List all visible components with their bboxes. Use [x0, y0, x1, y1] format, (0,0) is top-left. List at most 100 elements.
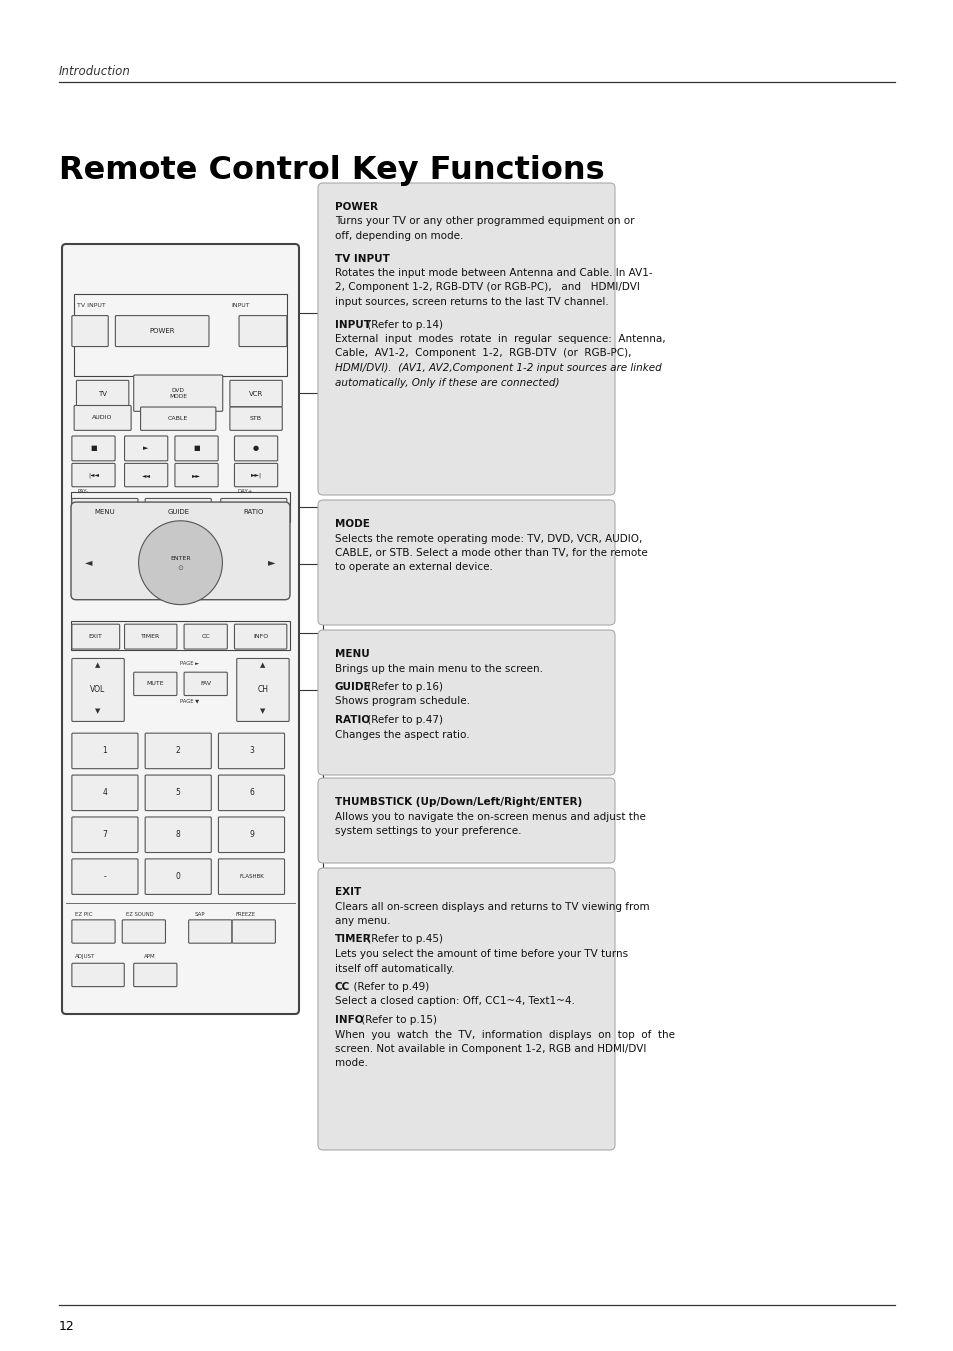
FancyBboxPatch shape: [239, 316, 287, 347]
Text: APM: APM: [144, 954, 155, 959]
Text: EXIT: EXIT: [335, 888, 361, 897]
FancyBboxPatch shape: [234, 624, 287, 648]
FancyBboxPatch shape: [71, 920, 115, 943]
Text: FAV: FAV: [200, 681, 211, 686]
Text: TV: TV: [98, 390, 107, 397]
FancyBboxPatch shape: [218, 775, 284, 811]
Text: GUIDE: GUIDE: [167, 509, 189, 515]
Text: 2: 2: [175, 746, 180, 755]
Text: EXIT: EXIT: [89, 634, 103, 639]
Text: to operate an external device.: to operate an external device.: [335, 562, 493, 573]
Text: CC: CC: [335, 982, 350, 992]
Text: VOL: VOL: [91, 685, 106, 694]
FancyBboxPatch shape: [234, 463, 277, 486]
FancyBboxPatch shape: [133, 673, 176, 696]
FancyBboxPatch shape: [230, 407, 282, 431]
Text: Rotates the input mode between Antenna and Cable. In AV1-: Rotates the input mode between Antenna a…: [335, 267, 652, 278]
Text: screen. Not available in Component 1-2, RGB and HDMI/DVI: screen. Not available in Component 1-2, …: [335, 1044, 646, 1054]
Text: ▲: ▲: [176, 528, 184, 539]
Text: CABLE: CABLE: [168, 416, 188, 422]
Text: POWER: POWER: [150, 328, 174, 334]
FancyBboxPatch shape: [230, 381, 282, 407]
Text: Introduction: Introduction: [59, 65, 131, 78]
Text: PAGE ►: PAGE ►: [180, 661, 199, 666]
Text: 7: 7: [102, 831, 108, 839]
FancyBboxPatch shape: [145, 817, 211, 852]
FancyBboxPatch shape: [71, 658, 124, 721]
Text: Brings up the main menu to the screen.: Brings up the main menu to the screen.: [335, 663, 542, 674]
Text: ►►|: ►►|: [251, 473, 261, 478]
Text: VCR: VCR: [249, 390, 263, 397]
Text: EZ PIC: EZ PIC: [75, 912, 92, 917]
Text: ◄◄: ◄◄: [141, 473, 151, 477]
FancyBboxPatch shape: [145, 499, 211, 524]
FancyBboxPatch shape: [71, 624, 119, 648]
FancyBboxPatch shape: [71, 503, 290, 600]
Text: 3: 3: [249, 746, 253, 755]
FancyBboxPatch shape: [71, 499, 138, 524]
Text: mode.: mode.: [335, 1058, 368, 1069]
Text: ⊙: ⊙: [177, 565, 183, 570]
Text: itself off automatically.: itself off automatically.: [335, 963, 454, 974]
Text: (Refer to p.47): (Refer to p.47): [364, 715, 442, 725]
Text: RATIO: RATIO: [243, 509, 264, 515]
FancyBboxPatch shape: [317, 778, 615, 863]
Text: INPUT: INPUT: [335, 319, 371, 330]
FancyBboxPatch shape: [218, 734, 284, 769]
Text: ENTER: ENTER: [170, 557, 191, 561]
Text: input sources, screen returns to the last TV channel.: input sources, screen returns to the las…: [335, 297, 608, 307]
Text: TIMER: TIMER: [335, 935, 372, 944]
Text: DVD
MODE: DVD MODE: [169, 388, 187, 399]
Text: RATIO: RATIO: [335, 715, 370, 725]
Text: off, depending on mode.: off, depending on mode.: [335, 231, 463, 240]
Text: ▼: ▼: [95, 708, 101, 713]
FancyBboxPatch shape: [115, 316, 209, 347]
Text: CC: CC: [201, 634, 210, 639]
Text: (Refer to p.49): (Refer to p.49): [346, 982, 429, 992]
Text: Changes the aspect ratio.: Changes the aspect ratio.: [335, 730, 469, 739]
Text: ADJUST: ADJUST: [75, 954, 95, 959]
Text: Clears all on-screen displays and returns to TV viewing from: Clears all on-screen displays and return…: [335, 901, 649, 912]
Text: Selects the remote operating mode: TV, DVD, VCR, AUDIO,: Selects the remote operating mode: TV, D…: [335, 534, 641, 543]
FancyBboxPatch shape: [62, 245, 298, 1015]
Text: (Refer to p.15): (Refer to p.15): [357, 1015, 436, 1025]
Text: ▲: ▲: [95, 662, 101, 669]
Text: MENU: MENU: [94, 509, 115, 515]
Text: External  input  modes  rotate  in  regular  sequence:  Antenna,: External input modes rotate in regular s…: [335, 334, 665, 345]
Text: 12: 12: [59, 1320, 74, 1333]
FancyBboxPatch shape: [133, 963, 176, 986]
FancyBboxPatch shape: [232, 920, 275, 943]
FancyBboxPatch shape: [76, 381, 129, 407]
Text: POWER: POWER: [335, 203, 377, 212]
FancyBboxPatch shape: [317, 182, 615, 494]
Text: When  you  watch  the  TV,  information  displays  on  top  of  the: When you watch the TV, information displ…: [335, 1029, 675, 1039]
Text: ▼: ▼: [260, 708, 265, 713]
Text: Cable,  AV1-2,  Component  1-2,  RGB-DTV  (or  RGB-PC),: Cable, AV1-2, Component 1-2, RGB-DTV (or…: [335, 349, 631, 358]
FancyBboxPatch shape: [174, 436, 218, 461]
Text: FREEZE: FREEZE: [235, 912, 255, 917]
Text: Allows you to navigate the on-screen menus and adjust the: Allows you to navigate the on-screen men…: [335, 812, 645, 821]
FancyBboxPatch shape: [71, 963, 124, 986]
Text: TV INPUT: TV INPUT: [77, 303, 106, 308]
Text: 2, Component 1-2, RGB-DTV (or RGB-PC),   and   HDMI/DVI: 2, Component 1-2, RGB-DTV (or RGB-PC), a…: [335, 282, 639, 293]
Text: ▲: ▲: [260, 662, 265, 669]
FancyBboxPatch shape: [145, 734, 211, 769]
Text: EZ SOUND: EZ SOUND: [126, 912, 153, 917]
Text: AUDIO: AUDIO: [92, 415, 112, 420]
FancyBboxPatch shape: [220, 499, 287, 524]
Text: 4: 4: [102, 789, 108, 797]
Circle shape: [138, 520, 222, 605]
FancyBboxPatch shape: [184, 673, 227, 696]
Text: HDMI/DVI).  (AV1, AV2,Component 1-2 input sources are linked: HDMI/DVI). (AV1, AV2,Component 1-2 input…: [335, 363, 661, 373]
Text: TV INPUT: TV INPUT: [335, 254, 390, 263]
Text: 5: 5: [175, 789, 180, 797]
Text: MODE: MODE: [335, 519, 370, 530]
FancyBboxPatch shape: [125, 624, 176, 648]
Text: ▼: ▼: [176, 586, 184, 596]
Text: THUMBSTICK (Up/Down/Left/Right/ENTER): THUMBSTICK (Up/Down/Left/Right/ENTER): [335, 797, 581, 807]
FancyBboxPatch shape: [133, 376, 222, 411]
FancyBboxPatch shape: [317, 630, 615, 775]
Text: (Refer to p.14): (Refer to p.14): [364, 319, 442, 330]
Text: Select a closed caption: Off, CC1~4, Text1~4.: Select a closed caption: Off, CC1~4, Tex…: [335, 997, 575, 1006]
FancyBboxPatch shape: [74, 405, 131, 431]
